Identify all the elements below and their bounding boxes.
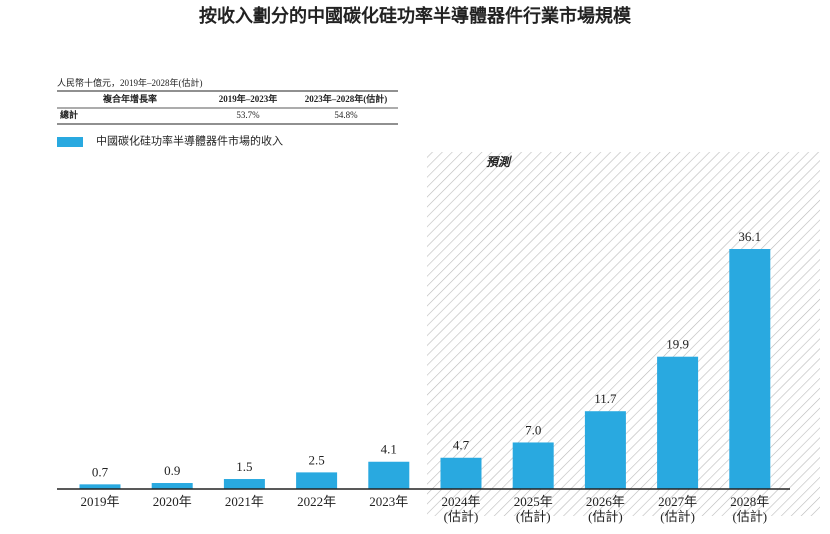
value-label: 0.9 — [164, 463, 180, 478]
value-label: 1.5 — [236, 459, 252, 474]
legend-label: 中國碳化硅功率半導體器件市場的收入 — [96, 134, 283, 148]
value-label: 4.1 — [381, 442, 397, 457]
bar — [296, 472, 338, 489]
value-label: 2.5 — [308, 452, 324, 467]
x-tick-label: 2024年(估計) — [441, 494, 480, 524]
bar — [584, 411, 626, 489]
value-label: 0.7 — [92, 464, 109, 479]
bar — [368, 461, 410, 489]
value-label: 36.1 — [738, 229, 761, 244]
table-header: 2019年–2023年 — [219, 93, 278, 104]
x-tick-label: 2020年 — [153, 494, 192, 509]
value-label: 11.7 — [594, 391, 617, 406]
x-tick-label: 2027年(估計) — [658, 494, 697, 524]
value-label: 7.0 — [525, 422, 541, 437]
x-tick-label: 2025年(估計) — [514, 494, 553, 524]
chart-title: 按收入劃分的中國碳化硅功率半導體器件行業市場規模 — [199, 5, 632, 26]
bar — [223, 479, 265, 489]
unit-note: 人民幣十億元，2019年–2028年(估計) — [57, 77, 203, 88]
forecast-label: 預測 — [486, 155, 512, 169]
x-tick-label: 2028年(估計) — [730, 494, 769, 524]
bar — [512, 442, 554, 489]
bar — [151, 483, 193, 489]
legend-swatch — [57, 137, 83, 147]
table-header: 2023年–2028年(估計) — [305, 93, 388, 104]
bar — [79, 484, 121, 489]
table-header: 複合年增長率 — [102, 93, 157, 104]
value-label: 4.7 — [453, 438, 470, 453]
x-tick-label: 2021年 — [225, 494, 264, 509]
bar — [440, 457, 482, 489]
table-cell: 53.7% — [236, 110, 260, 120]
x-tick-label: 2019年 — [80, 494, 119, 509]
x-tick-label: 2026年(估計) — [586, 494, 625, 524]
x-tick-label: 2022年 — [297, 494, 336, 509]
table-cell: 54.8% — [334, 110, 358, 120]
table-cell: 總計 — [60, 109, 78, 120]
value-label: 19.9 — [666, 337, 689, 352]
bar — [729, 249, 771, 489]
x-tick-label: 2023年 — [369, 494, 408, 509]
bar — [657, 356, 699, 489]
